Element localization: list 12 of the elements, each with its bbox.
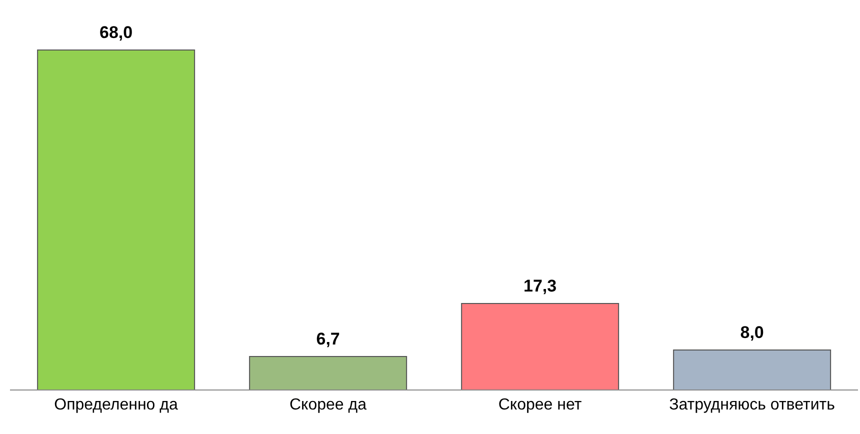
bar [37, 50, 196, 390]
bar [461, 303, 620, 390]
x-tick-label: Скорее нет [498, 396, 582, 414]
data-label: 8,0 [740, 323, 764, 342]
bar [249, 356, 408, 390]
data-label: 6,7 [316, 330, 340, 348]
data-label: 17,3 [524, 276, 557, 296]
x-tick-label: Затрудняюсь ответить [669, 396, 835, 414]
data-label: 68,0 [100, 23, 133, 42]
x-tick-label: Определенно да [54, 396, 178, 414]
x-tick-label: Скорее да [289, 396, 367, 414]
bar [673, 350, 832, 390]
